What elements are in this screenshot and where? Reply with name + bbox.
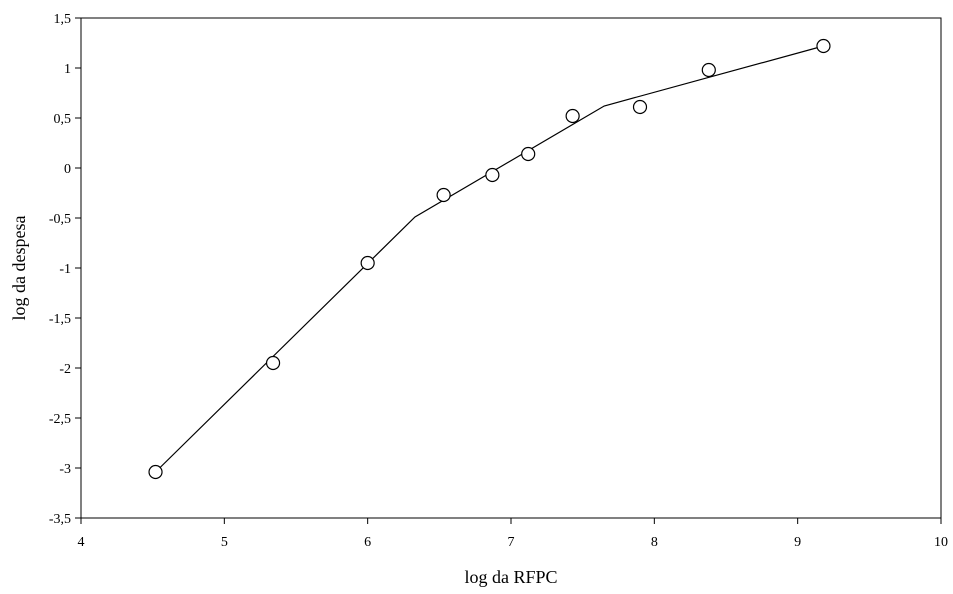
plot-frame [80,17,942,519]
data-point [565,108,580,124]
y-tick-label: 0,5 [54,112,72,127]
data-point [701,62,716,78]
fit-line [155,45,824,473]
x-tick-label: 5 [221,535,228,550]
data-point [360,255,375,271]
y-tick-label: -0,5 [49,212,71,227]
y-tick-label: -1,5 [49,312,71,327]
y-tick-label: 1 [64,62,71,77]
x-tick-label: 8 [651,535,658,550]
data-point [632,99,648,115]
chart-series [148,38,831,480]
x-axis-label: log da RFPC [464,567,557,587]
y-tick-label: -2 [59,362,71,377]
x-tick-label: 6 [364,535,371,550]
y-tick-label: -3 [59,462,71,477]
y-tick-label: -1 [59,262,71,277]
x-tick-label: 7 [508,535,515,550]
data-point [485,167,500,183]
y-tick-label: 0 [64,162,71,177]
y-tick-label: -3,5 [49,512,71,527]
chart-ticks: 4 5 6 7 8 9 10 -3,5 -3 -2,5 -2 -1,5 -1 -0,5 0 0,5 1 1,5 [49,12,948,550]
data-point [521,146,536,162]
x-tick-label: 9 [794,535,801,550]
y-tick-label: 1,5 [54,12,72,27]
chart-axes [80,17,942,519]
data-point [265,355,281,371]
y-tick-label: -2,5 [49,412,71,427]
y-axis-label: log da despesa [9,216,29,321]
x-tick-label: 10 [934,535,948,550]
data-point [148,464,163,480]
x-tick-label: 4 [78,535,85,550]
data-point [816,38,831,54]
data-point [436,187,451,203]
